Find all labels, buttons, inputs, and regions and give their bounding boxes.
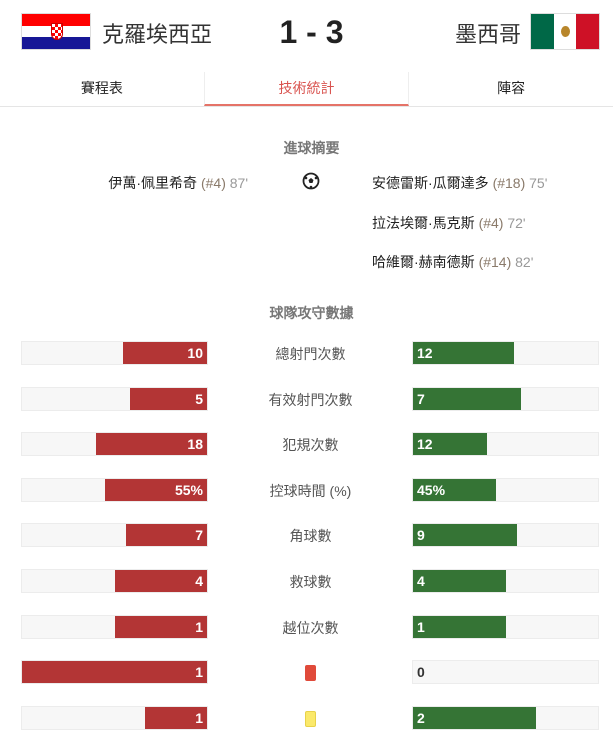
stat-row: 1 越位次數 1 <box>0 614 613 639</box>
home-stat-bar: 5 <box>129 387 207 410</box>
away-stat-bar: 9 <box>413 524 518 547</box>
stat-row: 5 有效射門次數 7 <box>0 386 613 411</box>
away-stat-track: 12 <box>412 432 599 457</box>
tab-lineup[interactable]: 陣容 <box>497 80 526 96</box>
goal-number: (#18) <box>492 175 526 191</box>
stat-row: 55% 控球時間 (%) 45% <box>0 477 613 502</box>
stat-label: 總射門次數 <box>275 346 346 362</box>
stat-label: 角球數 <box>289 528 332 545</box>
home-goal: 伊萬·佩里希奇 (#4) 87' <box>108 173 248 193</box>
goal-minute: 75' <box>529 175 548 191</box>
mexico-flag <box>530 13 600 50</box>
stat-label: 越位次數 <box>282 619 339 636</box>
away-stat-track: 1 <box>412 614 599 639</box>
goal-minute: 72' <box>507 214 526 231</box>
stat-row: 7 角球數 9 <box>0 523 613 548</box>
away-stat-track: 7 <box>412 386 599 411</box>
away-stat-track: 45% <box>412 477 599 502</box>
yellow-card-icon <box>305 710 316 727</box>
home-stat-bar: 7 <box>126 524 207 547</box>
away-stat-track: 2 <box>412 705 599 730</box>
away-stat-bar: 1 <box>413 615 506 638</box>
tab-schedule[interactable]: 賽程表 <box>80 80 123 96</box>
stat-label: 有效射門次數 <box>268 391 353 408</box>
away-stat-track: 4 <box>412 569 599 593</box>
tab-bar: 賽程表 技術統計 陣容 <box>0 72 613 107</box>
goals-title: 進球摘要 <box>283 140 340 156</box>
away-stat-track: 0 <box>412 660 599 685</box>
home-stat-track: 7 <box>21 523 208 548</box>
goal-minute: 87' <box>229 175 248 191</box>
goal-player: 哈維爾·赫南德斯 <box>372 254 475 270</box>
goal-number: (#14) <box>478 254 512 270</box>
home-stat-bar: 1 <box>114 615 207 638</box>
goal-player: 拉法埃爾·馬克斯 <box>372 214 475 231</box>
away-stat-value: 0 <box>417 664 425 681</box>
away-goal: 安德雷斯·瓜爾達多 (#18) 75' <box>372 173 547 193</box>
goal-player: 伊萬·佩里希奇 <box>108 175 198 191</box>
soccer-ball-icon <box>302 172 320 190</box>
goal-number: (#4) <box>478 214 504 231</box>
stat-label: 救球數 <box>289 574 332 590</box>
home-stat-bar: 18 <box>96 433 207 456</box>
away-stat-track: 12 <box>412 341 599 365</box>
tab-stats[interactable]: 技術統計 <box>203 72 410 106</box>
home-stat-bar: 55% <box>105 478 207 501</box>
away-stat-bar: 12 <box>413 433 487 456</box>
stat-label: 控球時間 (%) <box>269 482 352 499</box>
home-stat-track: 18 <box>21 432 208 457</box>
home-stat-track: 1 <box>21 614 208 639</box>
stat-label: 犯規次數 <box>282 437 339 454</box>
away-stat-bar: 4 <box>413 570 506 592</box>
home-stat-track: 55% <box>21 477 208 502</box>
goal-minute: 82' <box>515 254 534 270</box>
match-score: 1 - 3 <box>279 14 344 50</box>
away-stat-bar: 45% <box>413 478 497 501</box>
home-stat-bar: 10 <box>122 342 207 364</box>
away-stat-bar: 7 <box>413 387 521 410</box>
home-stat-track: 1 <box>21 660 208 685</box>
home-stat-bar: 4 <box>114 570 207 592</box>
home-stat-track: 10 <box>21 341 208 365</box>
away-goal: 拉法埃爾·馬克斯 (#4) 72' <box>372 213 526 233</box>
home-stat-track: 1 <box>21 705 208 730</box>
home-team-name: 克羅埃西亞 <box>102 22 213 47</box>
stat-row: 18 犯規次數 12 <box>0 432 613 457</box>
goal-player: 安德雷斯·瓜爾達多 <box>372 175 489 191</box>
home-stat-track: 4 <box>21 569 208 593</box>
home-stat-bar: 1 <box>22 661 207 684</box>
stat-row: 10 總射門次數 12 <box>0 341 613 365</box>
stats-title: 球隊攻守數據 <box>269 305 354 321</box>
stat-row: 4 救球數 4 <box>0 569 613 593</box>
away-stat-bar: 12 <box>413 342 514 364</box>
away-stat-bar: 2 <box>413 706 537 729</box>
away-goal: 哈維爾·赫南德斯 (#14) 82' <box>372 252 533 272</box>
home-stat-track: 5 <box>21 386 208 411</box>
red-card-icon <box>305 665 316 682</box>
home-stat-bar: 1 <box>145 706 207 729</box>
croatia-flag <box>21 13 91 50</box>
goal-number: (#4) <box>200 175 226 191</box>
away-stat-track: 9 <box>412 523 599 548</box>
away-team-name: 墨西哥 <box>454 22 521 47</box>
